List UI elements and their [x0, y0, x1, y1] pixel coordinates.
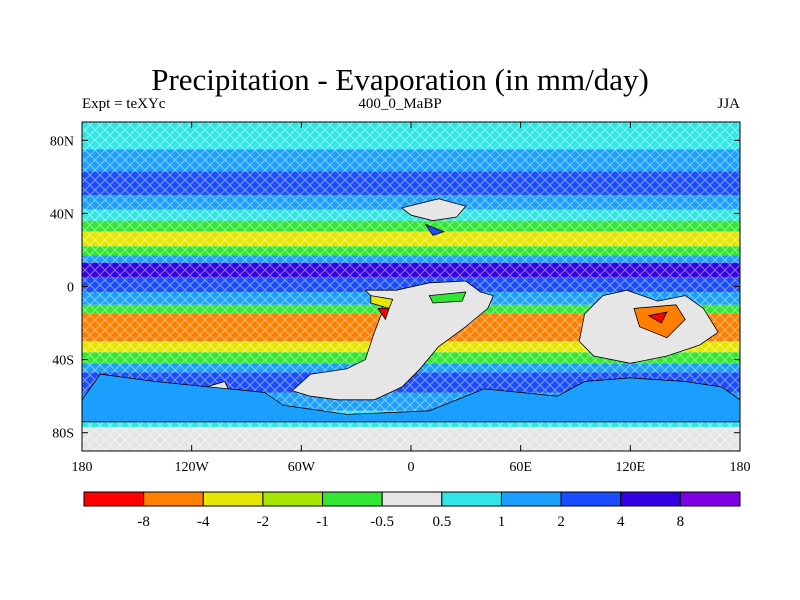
y-tick-label: 80S	[52, 427, 74, 442]
colorbar-swatch	[143, 491, 204, 507]
northern-continent-east-rim-region	[424, 223, 446, 236]
main-continent-region	[291, 280, 494, 401]
plot-title: Precipitation - Evaporation (in mm/day)	[151, 62, 649, 97]
colorbar: -8 -4 -2 -1 -0.5 0.5 1 2 4 8	[83, 491, 741, 530]
y-tick-label: 0	[67, 281, 74, 296]
x-tick-label: 0	[408, 460, 415, 475]
antarctic-landmass-region	[82, 373, 740, 423]
colorbar-label: 0.5	[432, 514, 451, 530]
x-tick-label: 120W	[175, 460, 210, 475]
colorbar-swatch	[381, 491, 443, 507]
experiment-label: Expt = teXYc	[82, 96, 166, 112]
colorbar-label: -0.5	[370, 514, 394, 530]
colorbar-label: 4	[617, 514, 625, 530]
colorbar-label: -4	[197, 514, 210, 530]
colorbar-swatch	[322, 491, 383, 507]
x-tick-label: 180	[730, 460, 751, 475]
colorbar-label: -1	[316, 514, 329, 530]
colorbar-swatch	[500, 491, 562, 507]
age-label: 400_0_MaBP	[358, 96, 442, 112]
continent-green-patch-region	[428, 291, 467, 304]
northern-continent-region	[401, 198, 467, 222]
x-tick-label: 60E	[509, 460, 532, 475]
heatmap-plot-area	[82, 122, 740, 451]
x-tick-label: 60W	[288, 460, 316, 475]
colorbar-label: 2	[557, 514, 565, 530]
colorbar-swatch	[262, 491, 324, 507]
colorbar-swatch	[202, 491, 264, 507]
continent-red-patch-region	[377, 307, 390, 321]
colorbar-swatch	[83, 491, 145, 507]
colorbar-label: -8	[137, 514, 150, 530]
colorbar-label: -2	[257, 514, 270, 530]
y-tick-label: 80N	[50, 134, 74, 149]
colorbar-label: 1	[498, 514, 506, 530]
colorbar-label: 8	[677, 514, 685, 530]
colorbar-swatch	[620, 491, 681, 507]
x-tick-label: 180	[72, 460, 93, 475]
axes: 180 120W 60W 0 60E 120E 180 80N 40N 0 40S 80S	[50, 122, 751, 475]
colorbar-swatch	[560, 491, 622, 507]
y-tick-label: 40N	[50, 207, 74, 222]
x-tick-label: 120E	[616, 460, 646, 475]
colorbar-swatch	[679, 491, 741, 507]
colorbar-swatch	[441, 491, 502, 507]
y-tick-label: 40S	[52, 354, 74, 369]
season-label: JJA	[717, 96, 740, 112]
eastern-red-spot-region	[647, 311, 668, 324]
